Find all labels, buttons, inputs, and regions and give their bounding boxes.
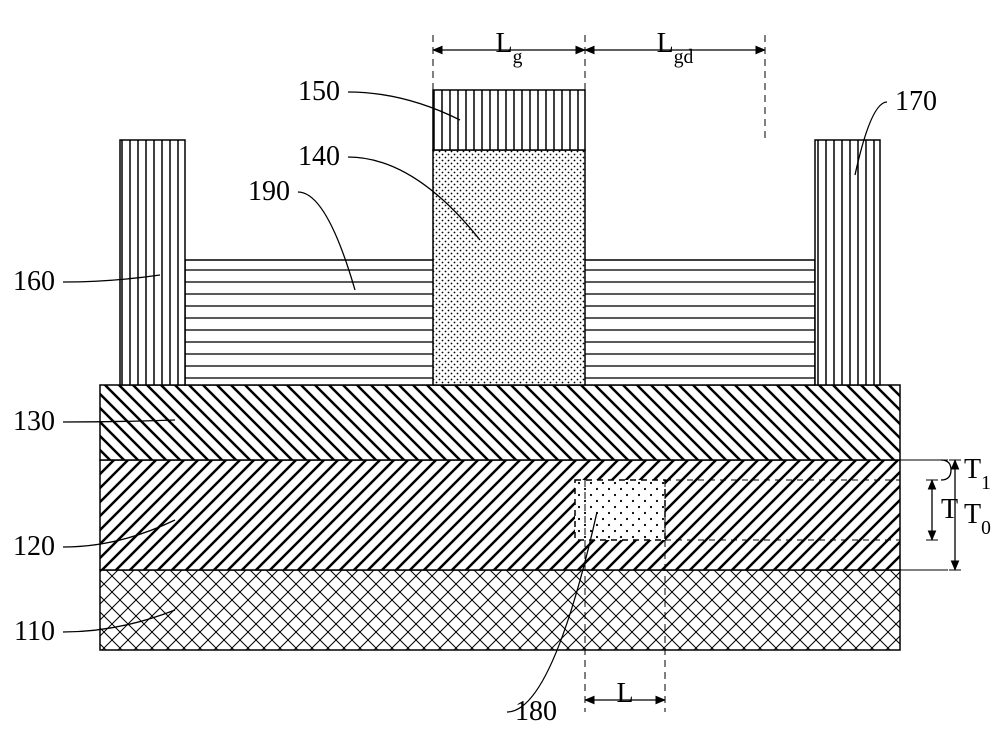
semiconductor-cross-section: 110120130190160170140150180LgLgdLT1TT0	[0, 0, 1000, 740]
dim-L: L	[616, 678, 633, 709]
label-110: 110	[14, 616, 55, 647]
dim-Lg: Lg	[496, 28, 523, 68]
dim-Lgd: Lgd	[657, 28, 694, 68]
label-190: 190	[248, 176, 290, 207]
label-140: 140	[298, 141, 340, 172]
source_160_body	[120, 140, 185, 385]
label-150: 150	[298, 76, 340, 107]
buried_180	[575, 480, 665, 540]
label-170: 170	[895, 86, 937, 117]
barrier_130	[100, 385, 900, 460]
drain_170_body	[815, 140, 880, 385]
label-180: 180	[515, 696, 557, 727]
layers	[100, 90, 900, 650]
substrate_110	[100, 570, 900, 650]
label-120: 120	[13, 531, 55, 562]
label-160: 160	[13, 266, 55, 297]
gate_body_140	[433, 150, 585, 385]
dim-T0: T0	[964, 499, 991, 539]
gate_cap_150	[433, 90, 585, 150]
buffer_120	[100, 460, 900, 570]
label-130: 130	[13, 406, 55, 437]
dim-T1: T1	[964, 454, 991, 494]
